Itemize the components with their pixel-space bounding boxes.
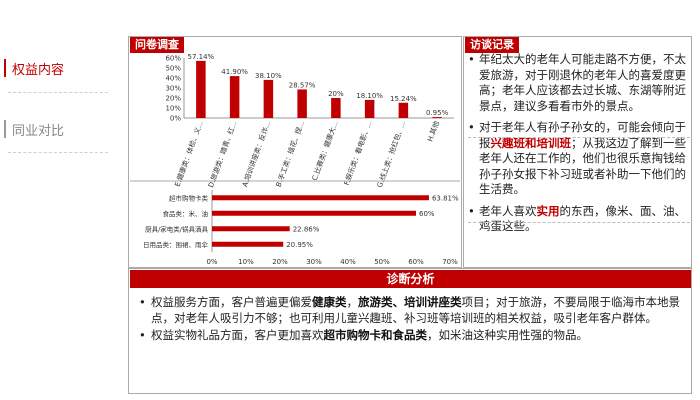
y-tick-label: 50% (165, 65, 181, 73)
x-tick-label: 40% (340, 258, 356, 266)
x-tick-label: A.培训讲座类：反诈... (240, 120, 272, 188)
x-tick-label: 30% (306, 258, 322, 266)
x-tick-label: 20% (272, 258, 288, 266)
bar (364, 99, 375, 118)
interview-text: 老年人喜欢 (479, 203, 537, 218)
diagnosis-text: 权益实物礼品方面，客户更加喜欢 (151, 328, 324, 342)
y-tick-label: 食品类：米、油 (163, 209, 209, 218)
survey-charts: 0% 10% 20% 30% 40% 50% 60% 57.14% E.健康类：体检、义... 4… (130, 53, 460, 266)
interview-item: 老年人喜欢实用的东西，像米、面、油、鸡蛋这些。 (466, 204, 692, 235)
nav-item-peer-comparison[interactable]: 同业对比 (0, 117, 64, 141)
nav-marker (4, 120, 6, 138)
bar (212, 241, 284, 247)
bar (212, 195, 429, 201)
diagnosis-text: ， (346, 295, 359, 309)
bar (212, 210, 416, 216)
x-tick-label: 70% (442, 258, 458, 266)
diagnosis-highlight: 健康类 (312, 295, 347, 309)
bar (263, 79, 274, 118)
data-label: 60% (419, 210, 435, 218)
x-tick-label: 10% (238, 258, 254, 266)
nav-active-marker (4, 59, 6, 77)
bar (331, 98, 341, 118)
y-tick-label: 日用品类：围裙、雨伞 (143, 240, 209, 249)
data-label: 20.95% (286, 241, 313, 249)
y-tick-label: 20% (165, 95, 181, 103)
y-tick-label: 超市购物卡类 (169, 193, 209, 202)
data-label: 0.95% (426, 109, 449, 117)
nav-divider (8, 152, 108, 153)
interview-item: 年纪太大的老年人可能走路不方便，不太爱旅游，对于刚退休的老年人的喜爱度更高；老年… (466, 52, 692, 114)
data-label: 28.57% (289, 81, 316, 89)
data-label: 15.24% (390, 95, 417, 103)
x-tick-label: 0% (206, 258, 217, 266)
x-tick-label: C.比赛类：健康大... (310, 120, 340, 182)
data-label: 41.90% (221, 68, 248, 76)
nav-item-label: 同业对比 (12, 123, 65, 139)
data-label: 20% (328, 90, 344, 98)
x-tick-label: B.手工类：插花、捏... (274, 120, 306, 189)
horizontal-bar-chart: 0% 10% 20% 30% 40% 50% 60% 70% 超市购物卡类 63.81% 食品类：米… (143, 190, 459, 266)
nav-divider (8, 92, 108, 93)
interview-item: 对于老年人有孙子孙女的，可能会倾向于报兴趣班和培训班；从我这边了解到一些老年人还… (466, 120, 692, 198)
x-tick-label: D.旅游类：踏青、红... (206, 120, 239, 189)
diagnosis-text: 项目；对于旅游，不要局限于临海市本地景点，对老年人吸引力不够；也可利用儿童兴趣班… (151, 295, 680, 325)
bar (398, 102, 409, 118)
y-tick-label: 10% (165, 105, 181, 113)
nav-item-label: 权益内容 (12, 62, 65, 78)
survey-title: 问卷调查 (130, 37, 184, 53)
diagnosis-title: 诊断分析 (130, 270, 691, 288)
y-tick-label: 30% (165, 85, 181, 93)
side-nav: 权益内容 同业对比 (0, 0, 112, 400)
data-label: 18.10% (356, 92, 383, 100)
diagnosis-list: 权益服务方面，客户普遍更偏爱健康类，旅游类、培训讲座类项目；对于旅游，不要局限于… (138, 294, 690, 344)
bar (229, 76, 240, 118)
interview-text: ；从我这边了解到一些老年人还在工作的，他们也很乐意掏钱给孙子孙女报下补习班或者补… (479, 135, 686, 197)
data-label: 22.86% (293, 225, 320, 233)
bar (212, 226, 290, 232)
interview-divider (468, 222, 690, 223)
bar (196, 60, 206, 118)
data-label: 63.81% (432, 194, 459, 202)
y-tick-label: 60% (165, 55, 181, 63)
x-tick-label: 60% (408, 258, 424, 266)
x-tick-label: E.健康类：体检、义... (173, 120, 205, 188)
nav-item-rights-content[interactable]: 权益内容 (0, 56, 64, 80)
bar (432, 117, 442, 118)
x-tick-label: G.线上类：抢红包、... (375, 120, 408, 189)
y-tick-label: 厨具/家电类/锅具酒具 (145, 224, 208, 233)
diagnosis-text: ，如米油这种实用性强的物品。 (427, 328, 588, 342)
interview-list: 年纪太大的老年人可能走路不方便，不太爱旅游，对于刚退休的老年人的喜爱度更高；老年… (466, 52, 692, 238)
diagnosis-item: 权益服务方面，客户普遍更偏爱健康类，旅游类、培训讲座类项目；对于旅游，不要局限于… (138, 294, 690, 326)
interview-text: 年纪太大的老年人可能走路不方便，不太爱旅游，对于刚退休的老年人的喜爱度更高；老年… (479, 52, 686, 113)
interview-highlight: 兴趣班和培训班 (490, 135, 572, 150)
diagnosis-highlight: 旅游类、培训讲座类 (358, 295, 462, 309)
interview-text: 对于老年人有孙子孙女的，可能会倾向于报 (479, 120, 686, 150)
x-tick-label: H.其他 (425, 120, 441, 143)
bar (297, 89, 307, 118)
interview-highlight: 实用 (536, 203, 560, 218)
vertical-bar-chart: 0% 10% 20% 30% 40% 50% 60% 57.14% E.健康类：体检、义... 4… (165, 53, 454, 189)
diagnosis-text: 权益服务方面，客户普遍更偏爱 (151, 295, 312, 309)
interview-divider (468, 137, 690, 138)
diagnosis-item: 权益实物礼品方面，客户更加喜欢超市购物卡和食品类，如米油这种实用性强的物品。 (138, 327, 690, 343)
data-label: 38.10% (255, 72, 282, 80)
y-tick-label: 0% (170, 115, 181, 123)
x-tick-label: F.娱乐类：看电影、... (342, 120, 374, 187)
data-label: 57.14% (188, 53, 215, 61)
x-tick-label: 50% (374, 258, 390, 266)
interview-title: 访谈记录 (465, 37, 519, 53)
y-tick-label: 40% (165, 75, 181, 83)
diagnosis-highlight: 超市购物卡和食品类 (323, 328, 428, 342)
